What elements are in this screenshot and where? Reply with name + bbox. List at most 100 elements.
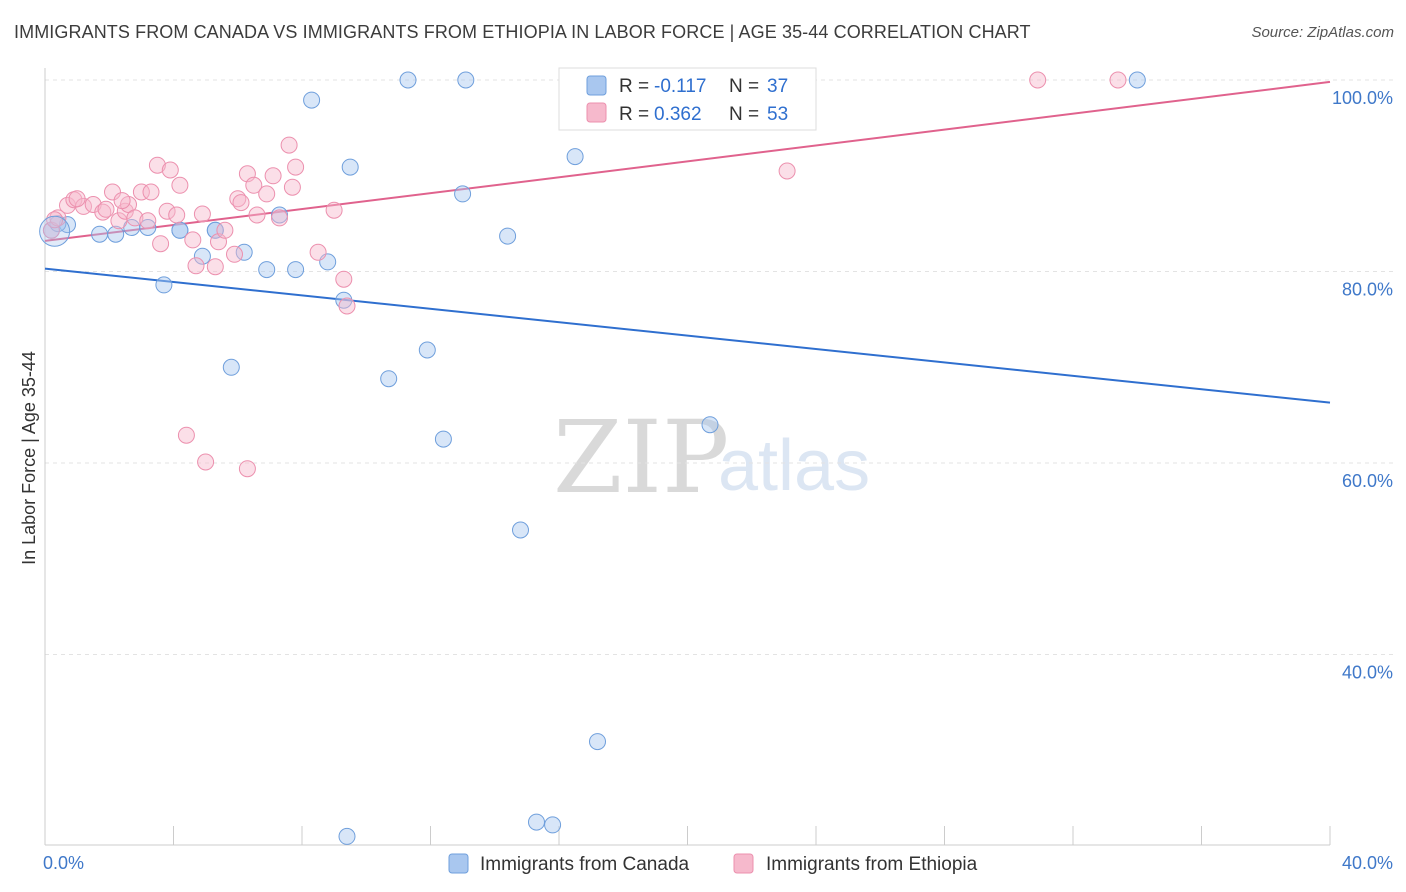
- data-points: [39, 71, 1146, 845]
- y-tick-label: 60.0%: [1342, 471, 1393, 491]
- axes: [44, 68, 1331, 846]
- data-point-canada: [303, 91, 321, 109]
- data-point-ethiopia: [97, 200, 115, 218]
- data-point-canada: [418, 341, 436, 359]
- data-point-ethiopia: [197, 453, 215, 471]
- data-point-canada: [499, 227, 517, 245]
- data-point-canada: [258, 261, 276, 279]
- x-tick-label: 40.0%: [1342, 853, 1393, 873]
- legend-ethiopia-r-value: 0.362: [654, 104, 702, 125]
- data-point-ethiopia: [271, 209, 288, 227]
- legend-canada-n-value: 37: [767, 76, 788, 97]
- data-point-ethiopia: [68, 190, 86, 208]
- tick-labels: 100.0% 80.0% 60.0% 40.0% 0.0% 40.0%: [43, 88, 1393, 873]
- legend-ethiopia-n-label: N =: [729, 104, 759, 125]
- data-point-ethiopia: [132, 183, 150, 201]
- data-point-ethiopia: [161, 161, 179, 179]
- watermark-zip: ZIP: [553, 399, 729, 516]
- data-point-ethiopia: [94, 203, 112, 221]
- data-point-ethiopia: [325, 201, 343, 219]
- bottom-legend-swatch-ethiopia: [733, 853, 754, 874]
- data-point-canada: [139, 219, 157, 236]
- data-point-canada: [512, 521, 529, 539]
- bottom-legend: Immigrants from Canada Immigrants from E…: [448, 853, 978, 875]
- data-point-ethiopia: [338, 297, 356, 315]
- data-point-canada: [566, 148, 584, 166]
- data-point-ethiopia: [152, 235, 170, 253]
- data-point-ethiopia: [142, 183, 160, 201]
- legend-ethiopia-r-label: R =: [619, 104, 649, 125]
- data-point-canada: [544, 816, 562, 834]
- data-point-ethiopia: [139, 212, 157, 230]
- y-axis-label: In Labor Force | Age 35-44: [19, 351, 39, 565]
- data-point-ethiopia: [287, 158, 305, 176]
- data-point-ethiopia: [177, 426, 195, 444]
- x-tick-label: 0.0%: [43, 853, 84, 873]
- source-note: Source: ZipAtlas.com: [1251, 24, 1394, 41]
- data-point-canada: [222, 358, 240, 376]
- legend-canada-r-label: R =: [619, 76, 649, 97]
- data-point-ethiopia: [110, 212, 128, 230]
- data-point-ethiopia: [778, 162, 796, 180]
- data-point-ethiopia: [335, 270, 353, 288]
- data-point-ethiopia: [1109, 71, 1127, 89]
- watermark-atlas: atlas: [718, 426, 870, 506]
- data-point-ethiopia: [158, 202, 176, 220]
- data-point-canada: [399, 71, 417, 89]
- data-point-ethiopia: [232, 194, 250, 212]
- legend-swatch-ethiopia: [586, 102, 607, 123]
- data-point-canada: [91, 225, 109, 243]
- data-point-ethiopia: [248, 206, 266, 224]
- data-point-canada: [434, 430, 452, 448]
- legend-canada-r-value: -0.117: [654, 76, 706, 97]
- data-point-ethiopia: [264, 167, 282, 185]
- data-point-canada: [454, 185, 472, 203]
- data-point-ethiopia: [104, 183, 121, 201]
- data-point-ethiopia: [309, 243, 327, 261]
- trend-line-canada: [44, 267, 1331, 404]
- data-point-canada: [341, 158, 359, 176]
- data-point-ethiopia: [1029, 71, 1047, 89]
- data-point-ethiopia: [168, 206, 186, 224]
- y-tick-label: 80.0%: [1342, 280, 1393, 300]
- data-point-canada: [589, 733, 606, 751]
- legend-ethiopia-n-value: 53: [767, 104, 788, 125]
- chart-title: IMMIGRANTS FROM CANADA VS IMMIGRANTS FRO…: [14, 22, 1031, 42]
- data-point-ethiopia: [280, 136, 298, 154]
- data-point-ethiopia: [46, 211, 64, 229]
- data-point-ethiopia: [113, 192, 131, 210]
- data-point-canada: [380, 370, 398, 388]
- data-point-ethiopia: [184, 231, 202, 249]
- y-tick-label: 100.0%: [1332, 88, 1393, 108]
- data-point-canada: [107, 225, 125, 243]
- legend-canada-n-label: N =: [729, 76, 759, 97]
- data-point-canada: [528, 813, 545, 831]
- data-point-ethiopia: [238, 460, 256, 478]
- data-point-canada: [338, 827, 356, 845]
- data-point-canada: [701, 416, 719, 434]
- data-point-canada: [287, 261, 305, 279]
- bottom-legend-swatch-canada: [448, 853, 469, 874]
- trend-line-ethiopia: [44, 80, 1331, 242]
- data-point-ethiopia: [193, 205, 211, 223]
- data-point-canada: [457, 71, 475, 89]
- data-point-ethiopia: [258, 185, 276, 203]
- data-point-ethiopia: [245, 176, 263, 194]
- data-point-ethiopia: [148, 156, 166, 174]
- data-point-ethiopia: [216, 221, 234, 239]
- data-point-canada: [155, 276, 173, 294]
- top-legend: R = -0.117 N = 37 R = 0.362 N = 53: [558, 67, 817, 131]
- legend-swatch-canada: [586, 75, 607, 96]
- bottom-legend-ethiopia: Immigrants from Ethiopia: [766, 854, 978, 875]
- data-point-ethiopia: [126, 209, 144, 227]
- data-point-canada-cluster: [39, 215, 71, 247]
- data-point-ethiopia: [171, 176, 189, 194]
- y-tick-label: 40.0%: [1342, 663, 1393, 683]
- data-point-canada: [1128, 71, 1146, 89]
- data-point-ethiopia: [226, 245, 243, 263]
- trend-lines: [44, 80, 1331, 404]
- data-point-ethiopia: [187, 257, 205, 275]
- data-point-canada: [193, 247, 211, 265]
- bottom-legend-canada: Immigrants from Canada: [480, 854, 690, 875]
- data-point-ethiopia: [206, 258, 224, 276]
